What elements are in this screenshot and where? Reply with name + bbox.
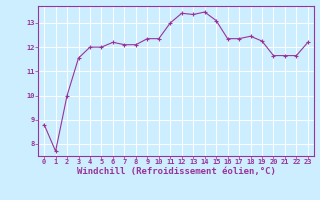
X-axis label: Windchill (Refroidissement éolien,°C): Windchill (Refroidissement éolien,°C) [76, 167, 276, 176]
